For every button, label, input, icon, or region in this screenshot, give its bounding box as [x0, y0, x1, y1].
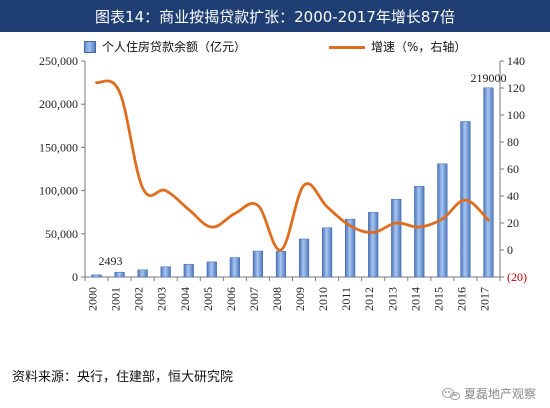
bar: [275, 251, 287, 278]
left-tick-label: 50,000: [45, 227, 78, 241]
right-tick-label: 0: [507, 243, 513, 257]
right-tick-label: 80: [507, 135, 519, 149]
data-label: 219000: [470, 71, 506, 85]
legend-line-label: 增速（%，右轴）: [371, 40, 467, 54]
x-tick-label: 2001: [109, 287, 123, 311]
watermark-text: 夏磊地产观察: [463, 387, 536, 401]
x-tick-label: 2003: [155, 287, 169, 311]
bar: [298, 238, 310, 278]
x-tick-label: 2012: [362, 287, 376, 311]
legend-line-swatch: [329, 45, 365, 49]
right-tick-label: (20): [507, 270, 527, 284]
series-line: [95, 79, 490, 252]
x-tick-label: 2009: [293, 287, 307, 311]
chart-svg: 0 50,000 100,000 150,000 200,000 250,000 (20) 0…: [39, 54, 527, 311]
right-tick-label: 60: [507, 162, 519, 176]
right-tick-label: 40: [507, 189, 519, 203]
bar: [206, 261, 217, 278]
x-tick-label: 2013: [385, 287, 399, 311]
left-tick-label: 0: [72, 270, 78, 284]
x-tick-label: 2004: [178, 287, 192, 311]
x-tick-label: 2000: [86, 287, 100, 311]
x-tick-label: 2008: [270, 287, 284, 311]
x-tick-label: 2011: [339, 287, 353, 311]
legend-item-line: 增速（%，右轴）: [329, 38, 466, 55]
left-tick-label: 200,000: [39, 97, 78, 111]
right-tick-label: 140: [507, 54, 525, 68]
bar: [414, 186, 425, 278]
bar: [345, 218, 356, 278]
x-tick-label: 2010: [316, 287, 330, 311]
header-bar: 图表14：商业按揭贷款扩张：2000-2017年增长87倍: [0, 0, 550, 32]
source-note: 资料来源：央行，住建部，恒大研究院: [12, 370, 234, 385]
right-tick-label: 20: [507, 216, 519, 230]
bar: [483, 87, 494, 278]
bars-layer: [91, 87, 494, 278]
left-tick-label: 100,000: [39, 184, 78, 198]
bar: [321, 227, 333, 278]
chart-area: 个人住房贷款余额（亿元） 增速（%，右轴） 0 50,000 100,000 150,…: [0, 32, 550, 342]
x-tick-label: 2007: [247, 287, 261, 311]
x-tick-label: 2017: [477, 287, 491, 311]
bar: [137, 269, 148, 278]
bar: [252, 250, 264, 278]
bar: [368, 211, 379, 278]
data-label: 2493: [99, 254, 123, 268]
right-tick-label: 100: [507, 108, 525, 122]
x-tick-label: 2005: [201, 287, 215, 311]
legend-item-bars: 个人住房贷款余额（亿元）: [84, 38, 246, 55]
bar: [391, 198, 402, 278]
right-tick-label: 120: [507, 81, 525, 95]
x-tick-label: 2016: [454, 287, 468, 311]
line-layer: [95, 79, 490, 252]
bar: [183, 263, 194, 278]
x-tick-label: 2015: [431, 287, 445, 311]
bar: [91, 274, 102, 278]
wechat-icon: [441, 387, 460, 400]
legend: 个人住房贷款余额（亿元） 增速（%，右轴）: [84, 38, 524, 56]
bar: [114, 271, 125, 278]
x-tick-label: 2002: [132, 287, 146, 311]
left-tick-label: 150,000: [39, 140, 78, 154]
legend-bar-label: 个人住房贷款余额（亿元）: [102, 40, 247, 54]
watermark: 夏磊地产观察: [441, 385, 536, 402]
x-tick-label: 2006: [224, 287, 238, 311]
left-tick-label: 250,000: [39, 54, 78, 68]
axes-layer: [81, 60, 504, 281]
labels-layer: 0 50,000 100,000 150,000 200,000 250,000 (20) 0…: [39, 54, 527, 311]
legend-bar-swatch: [84, 40, 96, 53]
bar: [160, 266, 171, 278]
chart-title: 图表14：商业按揭贷款扩张：2000-2017年增长87倍: [95, 8, 455, 26]
x-tick-label: 2014: [408, 287, 422, 311]
bar: [229, 257, 240, 278]
